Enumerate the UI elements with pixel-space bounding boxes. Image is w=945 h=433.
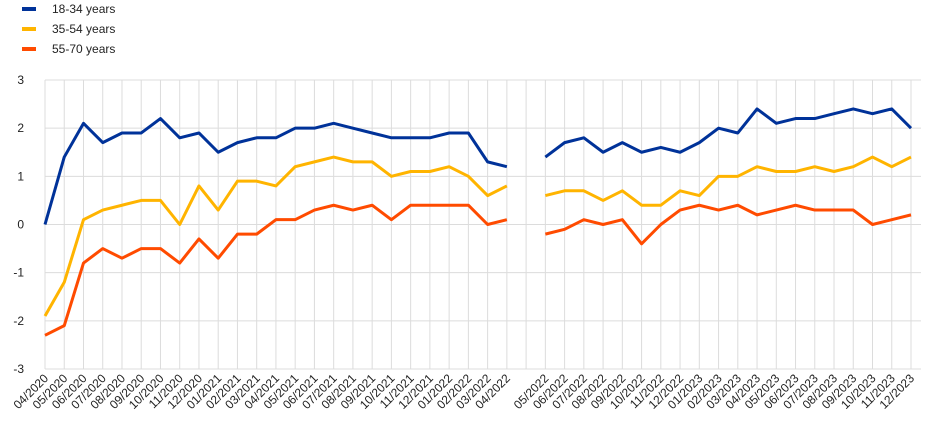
y-tick-label: 1 — [17, 169, 24, 183]
y-tick-label: -1 — [13, 266, 24, 280]
y-tick-label: -2 — [13, 314, 24, 328]
legend-label: 18-34 years — [52, 2, 115, 16]
y-tick-label: 3 — [17, 73, 24, 87]
y-tick-label: 2 — [17, 121, 24, 135]
series-line — [43, 155, 912, 317]
legend-label: 55-70 years — [52, 42, 115, 56]
y-tick-label: -3 — [13, 362, 24, 376]
y-tick-label: 0 — [17, 218, 24, 232]
legend-label: 35-54 years — [52, 22, 115, 36]
series-line — [44, 203, 912, 337]
series-line — [43, 107, 913, 225]
